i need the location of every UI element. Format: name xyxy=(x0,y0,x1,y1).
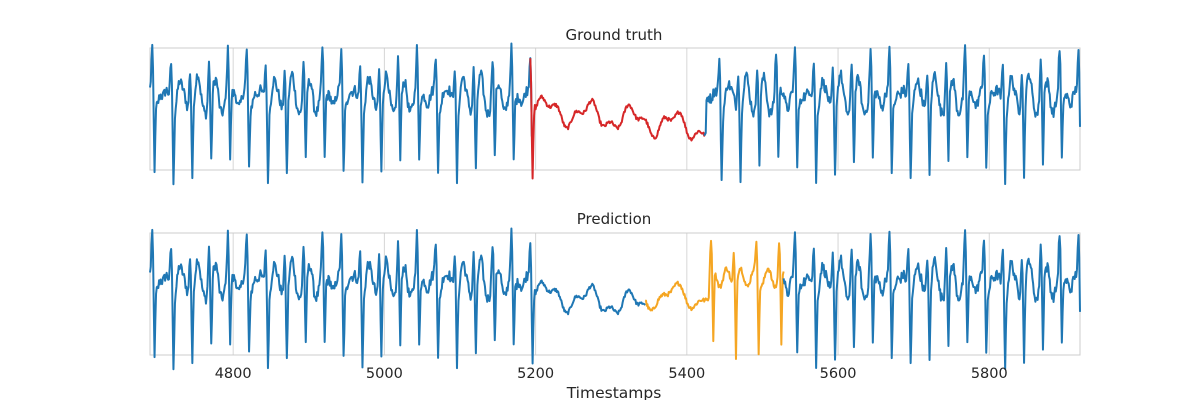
series-context-before xyxy=(149,42,533,186)
prediction-title: Prediction xyxy=(577,210,652,228)
series-target xyxy=(529,58,707,180)
x-tick-label: 5000 xyxy=(366,366,403,382)
prediction-panel xyxy=(149,227,1081,371)
series-context-after xyxy=(703,44,1081,186)
series-observed xyxy=(149,227,646,371)
x-tick-label: 4800 xyxy=(215,366,252,382)
series-forecast xyxy=(644,239,785,360)
ground-truth-panel xyxy=(149,42,1081,186)
x-tick-label: 5800 xyxy=(971,366,1008,382)
series-observed-after xyxy=(782,229,1081,371)
ground-truth-title: Ground truth xyxy=(566,26,663,44)
x-tick-label: 5600 xyxy=(820,366,857,382)
x-axis-ticks: 4800 5000 5200 5400 5600 5800 xyxy=(215,366,1008,382)
x-tick-label: 5400 xyxy=(668,366,705,382)
x-tick-label: 5200 xyxy=(517,366,554,382)
x-axis-label: Timestamps xyxy=(566,384,662,400)
